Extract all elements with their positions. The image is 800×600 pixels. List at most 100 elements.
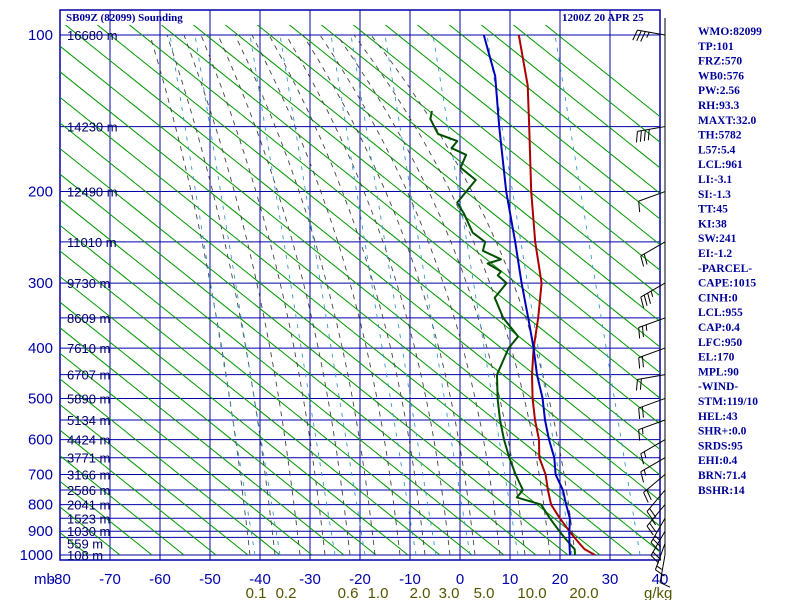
pressure-tick-label: 500	[28, 390, 53, 407]
index-value: TP:101	[698, 41, 734, 53]
wind-barb	[650, 530, 666, 564]
dry-adiabat	[384, 25, 660, 246]
pressure-tick-label: 1000	[20, 547, 53, 564]
index-value: TH:5782	[698, 130, 742, 142]
dry-adiabat	[192, 25, 660, 399]
moist-adiabat	[217, 34, 351, 555]
height-label: 8609 m	[67, 311, 110, 326]
moist-adiabat	[149, 34, 251, 555]
moist-adiabat	[200, 34, 326, 555]
temperature-tick-label: -10	[399, 571, 421, 588]
mixing-ratio-label: 0.6	[338, 585, 359, 600]
height-label: 14230 m	[67, 120, 118, 135]
dry-adiabat	[224, 25, 660, 374]
dry-adiabat	[0, 0, 24, 555]
wind-barb	[654, 543, 666, 577]
index-value: SRDS:95	[698, 440, 743, 452]
wind-barb	[638, 419, 666, 441]
temperature-tick-label: -50	[199, 571, 221, 588]
height-label: 6707 m	[67, 368, 110, 383]
dry-adiabat	[60, 224, 473, 555]
pressure-tick-label: 800	[28, 497, 53, 514]
pressure-unit-label: mb	[34, 571, 55, 588]
moist-adiabat	[234, 34, 376, 555]
height-label: 559 m	[67, 536, 103, 551]
dry-adiabat	[60, 71, 660, 553]
dry-adiabat	[60, 352, 313, 555]
index-value: WMO:82099	[698, 26, 762, 38]
dry-adiabat	[60, 429, 217, 555]
dry-adiabat	[60, 147, 569, 555]
index-value: SI:-1.3	[698, 189, 731, 201]
height-label: 4424 m	[67, 433, 110, 448]
wind-barb	[659, 554, 671, 588]
dry-adiabat	[60, 378, 281, 555]
dry-adiabat	[60, 45, 660, 527]
temperature-tick-label: 10	[502, 571, 519, 588]
wind-barb	[638, 317, 666, 339]
index-value: KI:38	[698, 218, 727, 230]
index-value: HEL:43	[698, 411, 738, 423]
dry-adiabat	[128, 25, 660, 451]
mixing-ratio-line	[486, 34, 573, 555]
wind-barb	[632, 29, 666, 42]
pressure-tick-label: 600	[28, 432, 53, 449]
temperature-tick-label: 20	[552, 571, 569, 588]
moist-adiabat	[183, 34, 301, 555]
temperature-tick-label: -20	[349, 571, 371, 588]
index-value: LCL:961	[698, 159, 743, 171]
dry-adiabat	[64, 25, 660, 502]
dry-adiabat	[60, 199, 505, 555]
dry-adiabat	[320, 25, 660, 297]
height-label: 11010 m	[67, 235, 117, 250]
height-label: 3166 m	[67, 467, 110, 482]
dry-adiabat	[60, 455, 185, 555]
height-label: 12490 m	[67, 185, 118, 200]
index-value: RH:93.3	[698, 100, 739, 112]
index-value: BRN:71.4	[698, 470, 746, 482]
moist-adiabat	[268, 34, 426, 555]
wind-barb	[638, 397, 666, 420]
moist-adiabat	[370, 34, 576, 555]
height-label: 1030 m	[67, 524, 110, 539]
wind-barb	[646, 489, 666, 521]
mixing-ratio-unit-label: g/kg	[644, 585, 672, 600]
dry-adiabat	[480, 25, 660, 169]
mixing-ratio-line	[554, 34, 641, 555]
pressure-tick-label: 300	[28, 275, 53, 292]
index-value: L57:5.4	[698, 144, 736, 156]
height-label: 5134 m	[67, 413, 110, 428]
height-label: 108 m	[67, 548, 103, 563]
index-value: PW:2.56	[698, 85, 740, 97]
wind-barb	[635, 126, 666, 143]
dry-adiabat	[60, 122, 601, 555]
dry-adiabat	[60, 403, 249, 555]
temperature-tick-label: -80	[49, 571, 71, 588]
height-label: 1523 m	[67, 511, 110, 526]
moist-adiabat	[251, 34, 401, 555]
height-label: 5890 m	[67, 391, 110, 406]
index-value: TT:45	[698, 204, 728, 216]
index-value: FRZ:570	[698, 56, 742, 68]
mixing-ratio-label: 20.0	[569, 585, 598, 600]
mixing-ratio-line	[330, 34, 417, 555]
chart-title: SB09Z (82099) Sounding	[66, 12, 183, 24]
mixing-ratio-label: 10.0	[517, 585, 546, 600]
temperature-tick-label: -70	[99, 571, 121, 588]
dry-adiabat	[256, 25, 660, 348]
dry-adiabat	[512, 25, 660, 143]
label-layer: -80 -70 -60 -50 -40 -30 -20 -10 0 10 20 30 401002003…	[20, 26, 763, 600]
height-label: 9730 m	[67, 276, 110, 291]
index-value: EL:170	[698, 352, 735, 364]
height-label: 2586 m	[67, 483, 110, 498]
mixing-ratio-line	[350, 34, 437, 555]
index-value: CAP:0.4	[698, 322, 740, 334]
temperature-tick-label: 30	[602, 571, 619, 588]
mixing-ratio-label: 0.1	[246, 585, 267, 600]
wind-barb	[640, 439, 666, 465]
mixing-ratio-label: 3.0	[439, 585, 460, 600]
wind-barb	[635, 374, 666, 391]
temperature-profile	[517, 34, 596, 555]
mixing-ratio-line	[249, 34, 336, 555]
moist-adiabat	[319, 34, 501, 555]
